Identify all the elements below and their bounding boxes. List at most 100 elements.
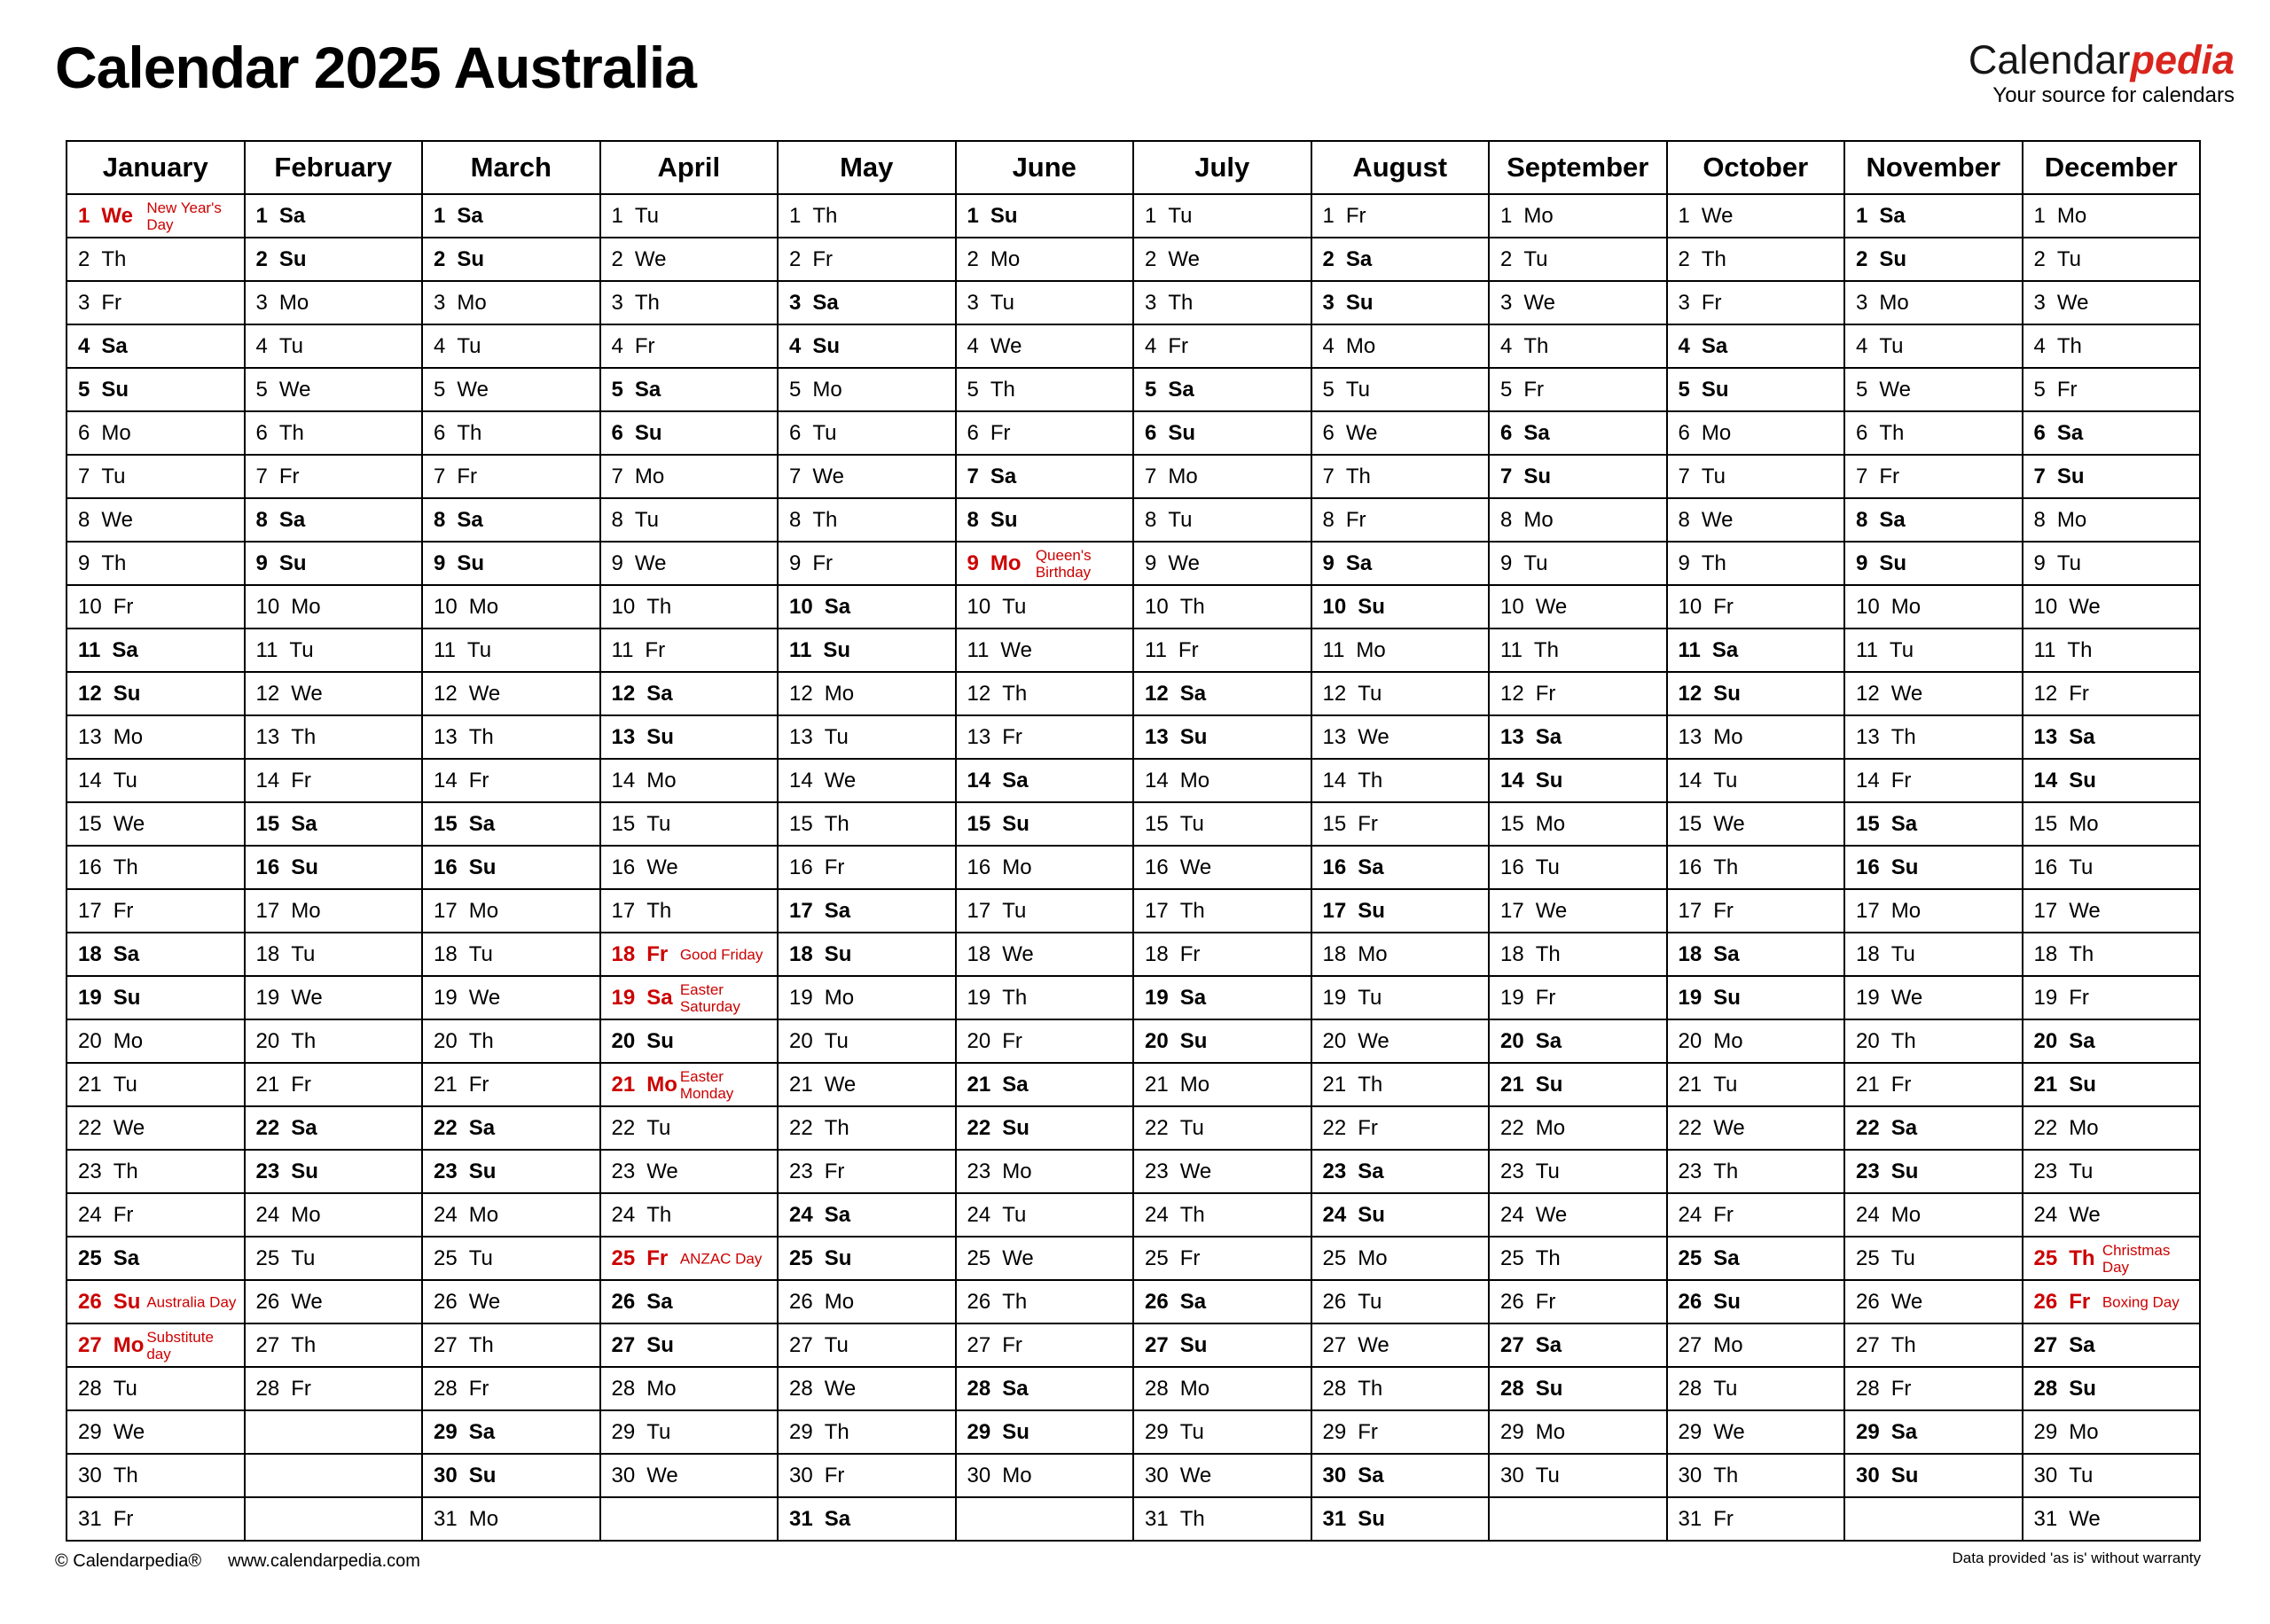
day-cell-july-11: 11 Fr [1132,628,1312,673]
day-number: 17 [1145,898,1169,923]
day-number: 16 [611,855,636,879]
day-number: 24 [78,1202,102,1227]
day-cell-january-9: 9 Th [66,541,246,586]
day-number: 7 [78,464,90,488]
day-cell-may-5: 5 Mo [777,367,957,412]
day-weekday: Th [1358,1376,1383,1401]
day-weekday: Su [1879,550,1907,575]
day-number: 14 [78,768,102,792]
calendar-row-27: 27 Mo Substitute day 27 Th 27 Th 27 Su 27 Tu 27 Fr 27… [66,1323,2201,1368]
day-weekday: Fr [1345,507,1366,532]
day-number: 3 [1856,290,1868,315]
day-number: 8 [78,507,90,532]
day-cell-january-29: 29 We [66,1409,246,1455]
day-weekday: Mo [1002,1159,1032,1183]
day-number: 18 [2033,941,2058,966]
day-cell-february-7: 7 Fr [243,454,423,499]
day-cell-may-1: 1 Th [777,193,957,238]
day-number: 6 [78,420,90,445]
day-weekday: Th [1358,1072,1383,1097]
day-weekday: We [468,1289,501,1314]
day-number: 3 [78,290,90,315]
day-number: 20 [1322,1028,1347,1053]
day-cell-october-25: 25 Sa [1665,1236,1845,1281]
day-weekday: We [101,507,133,532]
day-number: 9 [2033,550,2046,575]
day-weekday: Sa [2056,420,2084,445]
day-number: 6 [434,420,446,445]
day-number: 2 [1678,246,1690,271]
month-header-march: March [421,140,601,195]
day-number: 24 [1145,1202,1169,1227]
day-cell-october-27: 27 Mo [1665,1323,1845,1368]
day-weekday: Tu [1713,1072,1738,1097]
day-cell-may-17: 17 Sa [777,888,957,933]
day-weekday: Tu [1535,855,1560,879]
day-weekday: Fr [1179,1245,1201,1270]
day-number: 19 [434,985,458,1010]
day-number: 21 [434,1072,458,1097]
day-weekday: Tu [466,637,492,662]
day-cell-may-15: 15 Th [777,801,957,847]
day-cell-june-2: 2 Mo [954,237,1134,282]
day-number: 30 [967,1463,991,1487]
day-weekday: Mo [113,1028,144,1053]
day-number: 29 [1322,1419,1347,1444]
day-number: 14 [1322,768,1347,792]
day-weekday: We [1713,1419,1745,1444]
day-cell-october-22: 22 We [1665,1105,1845,1151]
day-weekday: Fr [2069,1289,2091,1314]
calendar-row-16: 16 Th 16 Su 16 Su 16 We 16 Fr 16 Mo 16 We 16 Sa 16 Tu 16 Th… [66,845,2201,890]
day-number: 23 [255,1159,280,1183]
day-number: 14 [1678,768,1702,792]
day-number: 15 [1322,811,1347,836]
day-number: 12 [967,681,991,706]
day-weekday: Th [812,507,838,532]
day-cell-march-30: 30 Su [421,1453,601,1498]
day-cell-november-14: 14 Fr [1843,758,2023,803]
day-cell-december-3: 3 We [2021,280,2201,325]
day-number: 17 [1678,898,1702,923]
day-weekday: Sa [1711,637,1739,662]
day-cell-december-22: 22 Mo [2021,1105,2201,1151]
day-weekday: Th [113,1463,138,1487]
day-cell-july-9: 9 We [1132,541,1312,586]
day-number: 7 [255,464,268,488]
day-cell-august-29: 29 Fr [1310,1409,1490,1455]
day-cell-august-26: 26 Tu [1310,1279,1490,1324]
day-cell-january-11: 11 Sa [66,628,246,673]
day-number: 11 [1322,637,1345,662]
day-number: 4 [1856,333,1868,358]
calendar-row-29: 29 We 29 Sa 29 Tu 29 Th 29 Su 29 Tu 29 Fr 29 Mo 29 We 29 Sa… [66,1409,2201,1455]
day-number: 5 [1500,377,1513,402]
day-cell-october-1: 1 We [1665,193,1845,238]
day-number: 24 [255,1202,280,1227]
day-cell-november-5: 5 We [1843,367,2023,412]
day-cell-december-28: 28 Su [2021,1366,2201,1411]
day-number: 4 [2033,333,2046,358]
day-cell-march-11: 11 Tu [421,628,601,673]
day-number: 25 [434,1245,458,1270]
day-number: 8 [967,507,979,532]
day-number: 4 [255,333,268,358]
day-number: 1 [1322,203,1335,228]
day-number: 23 [1500,1159,1524,1183]
day-number: 23 [1145,1159,1169,1183]
day-weekday: Sa [646,681,673,706]
day-weekday: Tu [1879,333,1904,358]
day-number: 18 [1145,941,1169,966]
day-number: 9 [255,550,268,575]
day-cell-october-31: 31 Fr [1665,1496,1845,1542]
day-number: 28 [78,1376,102,1401]
day-number: 23 [1678,1159,1702,1183]
day-number: 26 [2033,1289,2058,1314]
day-number: 23 [1856,1159,1880,1183]
day-number: 4 [611,333,623,358]
day-weekday: Sa [2069,724,2095,749]
day-cell-december-2: 2 Tu [2021,237,2201,282]
day-weekday: Tu [2069,1463,2094,1487]
calendar-row-17: 17 Fr 17 Mo 17 Mo 17 Th 17 Sa 17 Tu 17 Th 17 Su 17 We 17 Fr… [66,888,2201,933]
day-cell-february-17: 17 Mo [243,888,423,933]
day-number: 23 [434,1159,458,1183]
day-cell-december-23: 23 Tu [2021,1149,2201,1194]
